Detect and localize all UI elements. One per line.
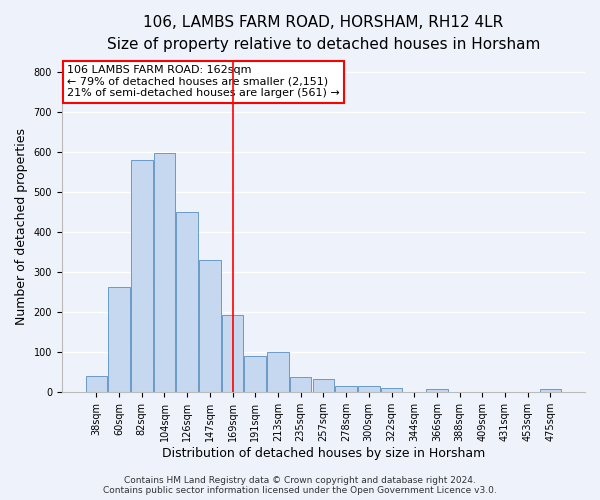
Bar [131,160,152,392]
Bar [381,388,402,392]
Text: Contains HM Land Registry data © Crown copyright and database right 2024.
Contai: Contains HM Land Registry data © Crown c… [103,476,497,495]
X-axis label: Distribution of detached houses by size in Horsham: Distribution of detached houses by size … [162,447,485,460]
Bar [290,377,311,392]
Bar [313,380,334,392]
Bar [358,386,380,392]
Bar [335,386,357,392]
Bar [244,356,266,392]
Bar [86,376,107,392]
Bar [539,390,561,392]
Bar [154,153,175,392]
Bar [222,315,244,392]
Bar [176,212,198,392]
Text: 106 LAMBS FARM ROAD: 162sqm
← 79% of detached houses are smaller (2,151)
21% of : 106 LAMBS FARM ROAD: 162sqm ← 79% of det… [67,66,340,98]
Bar [267,352,289,392]
Y-axis label: Number of detached properties: Number of detached properties [15,128,28,325]
Bar [426,390,448,392]
Bar [199,260,221,392]
Title: 106, LAMBS FARM ROAD, HORSHAM, RH12 4LR
Size of property relative to detached ho: 106, LAMBS FARM ROAD, HORSHAM, RH12 4LR … [107,15,540,52]
Bar [108,287,130,392]
